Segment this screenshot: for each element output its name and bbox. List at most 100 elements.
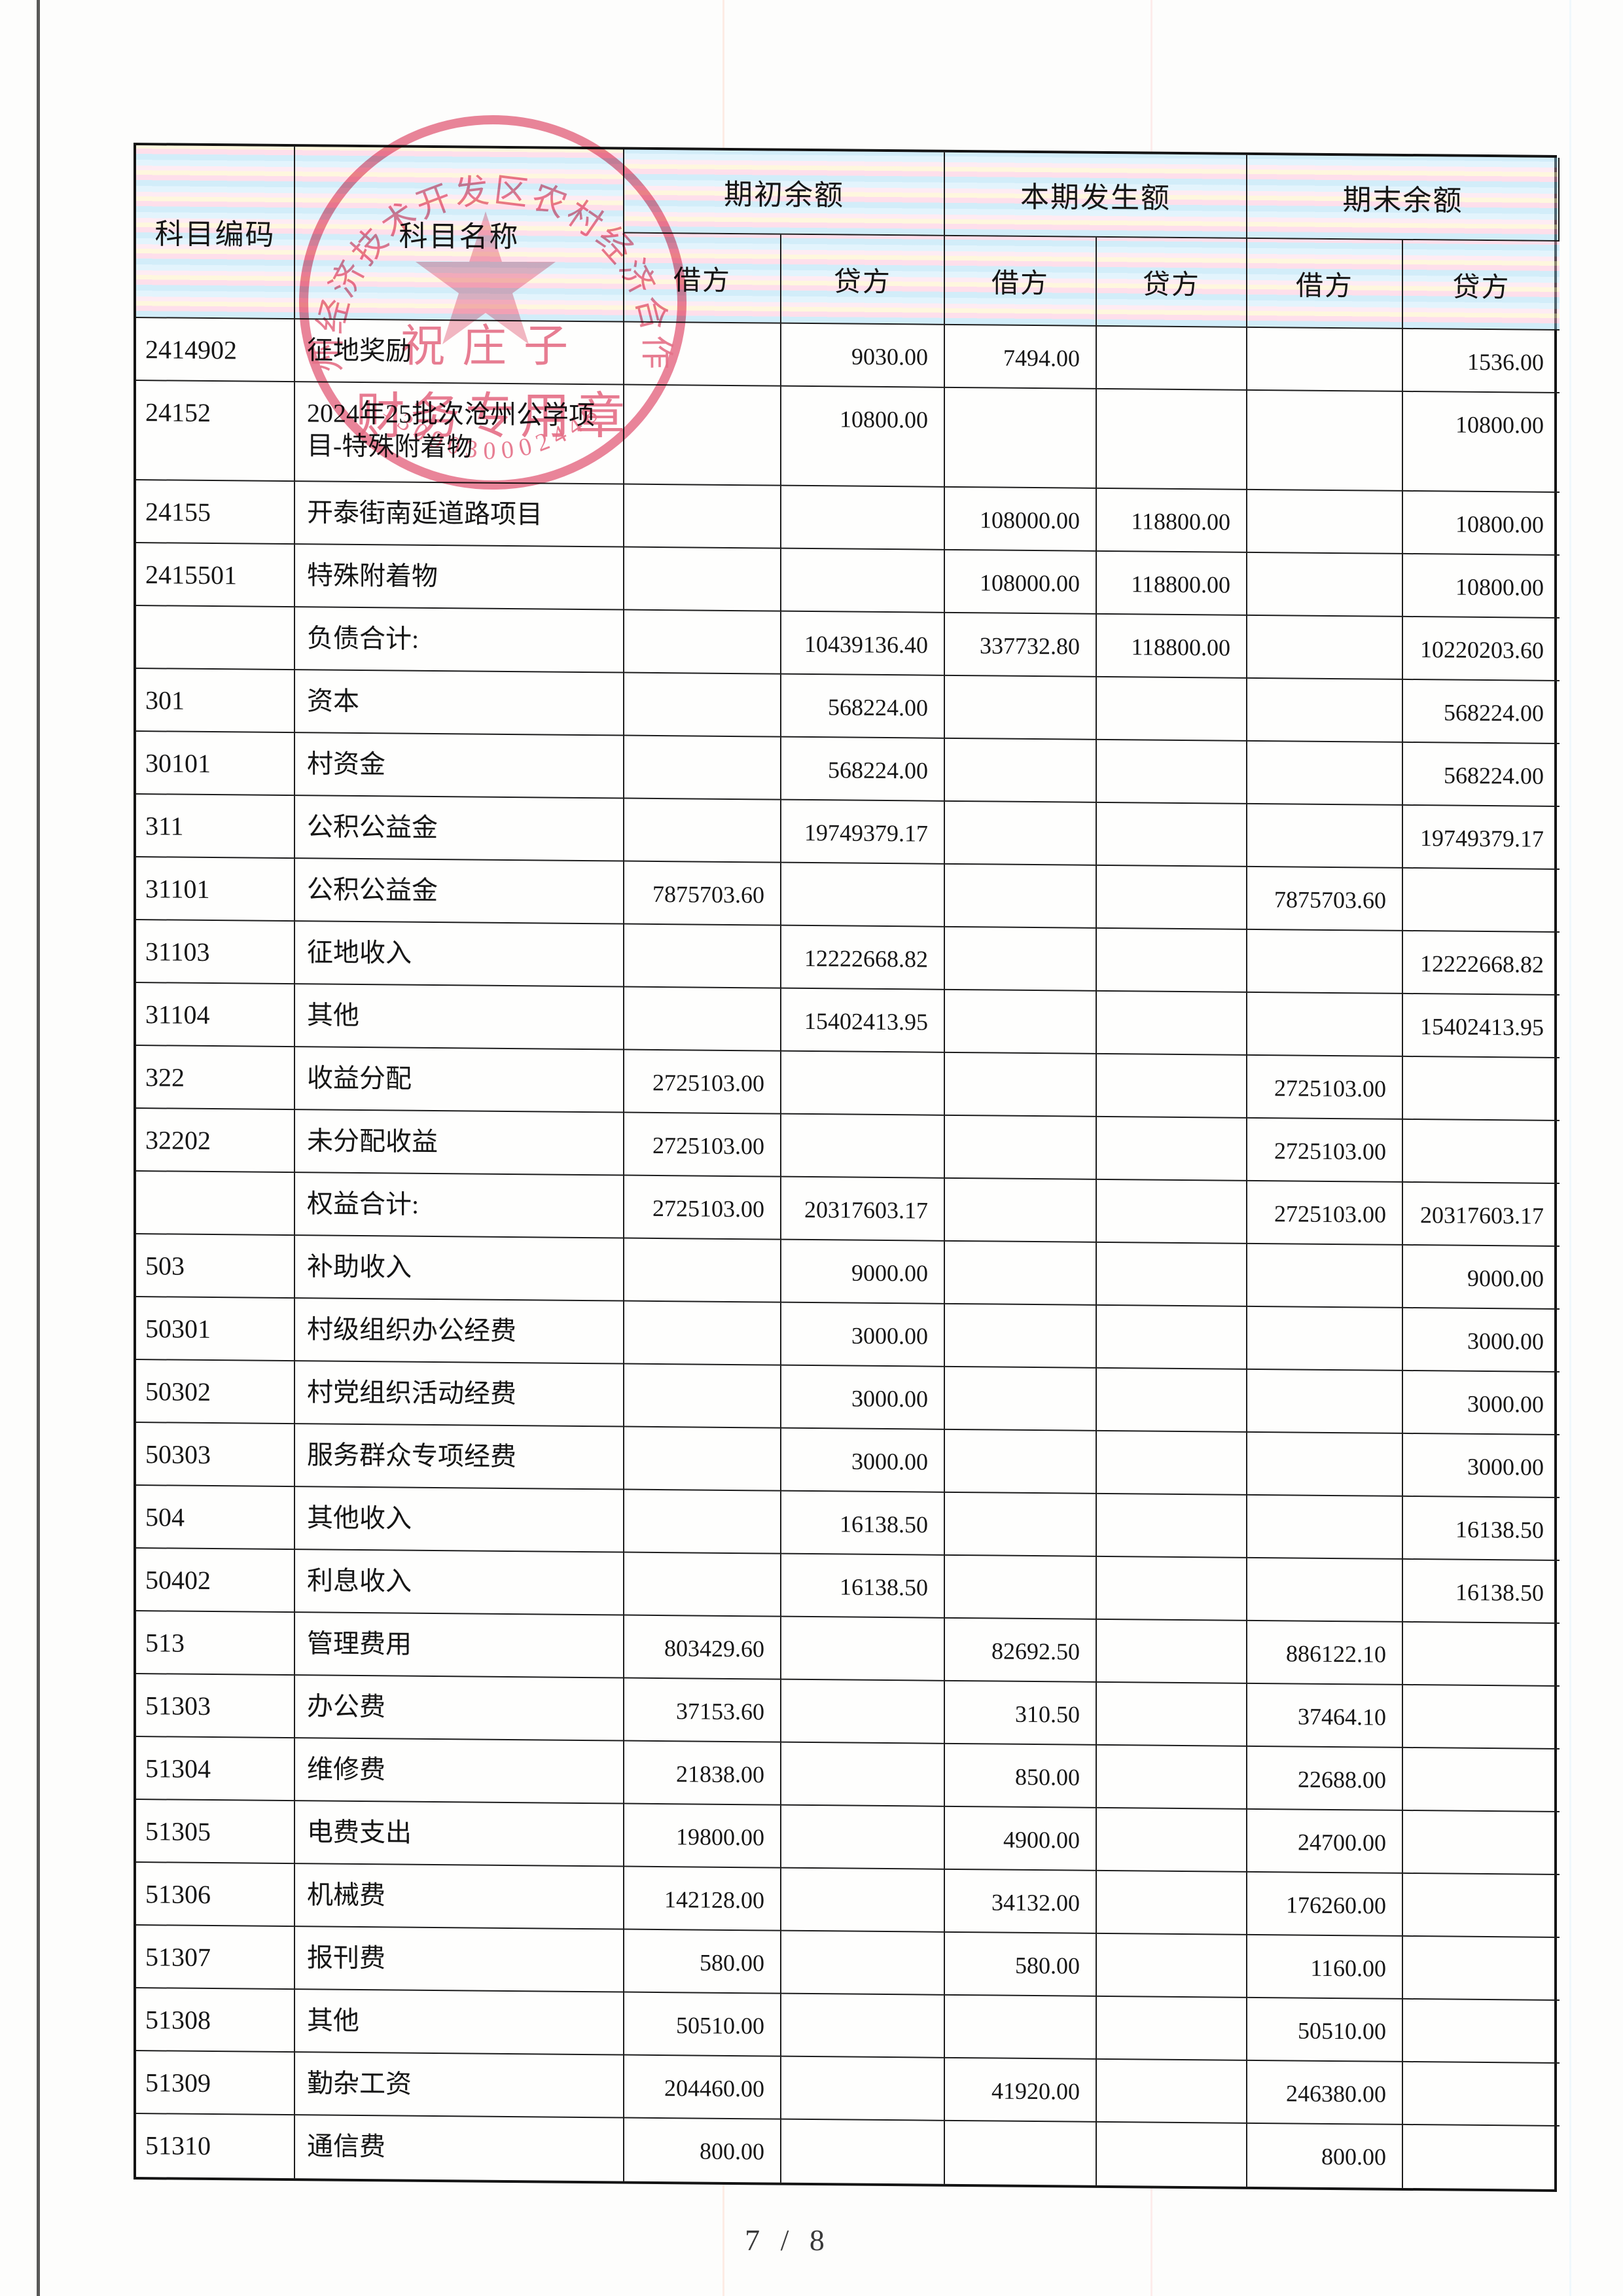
cell-ending-debit: 2725103.00 <box>1247 1055 1403 1120</box>
cell-current-credit <box>1097 389 1247 490</box>
cell-current-credit <box>1097 991 1247 1056</box>
cell-ending-credit: 10800.00 <box>1403 391 1560 493</box>
cell-current-credit <box>1097 326 1247 391</box>
cell-ending-debit: 50510.00 <box>1247 1998 1403 2062</box>
cell-ending-credit: 19749379.17 <box>1403 805 1560 870</box>
cell-account-name: 服务群众专项经费 <box>295 1424 624 1490</box>
cell-opening-debit: 204460.00 <box>624 2055 781 2120</box>
cell-opening-credit <box>781 1868 945 1933</box>
cell-ending-credit <box>1403 2062 1560 2127</box>
cell-opening-credit: 9000.00 <box>781 1240 945 1304</box>
cell-opening-credit: 10800.00 <box>781 386 945 488</box>
cell-ending-debit <box>1247 327 1403 392</box>
cell-current-debit: 7494.00 <box>945 325 1097 389</box>
cell-opening-debit: 19800.00 <box>624 1804 781 1869</box>
cell-opening-credit <box>781 1994 945 2058</box>
cell-current-credit <box>1097 1996 1247 2061</box>
cell-account-name: 其他 <box>295 1990 624 2056</box>
cell-opening-debit <box>624 610 781 675</box>
cell-opening-debit <box>624 1552 781 1617</box>
official-seal: 沧州经济技术开发区农村经济合作社 祝庄子 财务专用章 1309030002448 <box>293 111 687 490</box>
cell-ending-credit <box>1403 2125 1560 2189</box>
cell-ending-debit <box>1247 615 1403 680</box>
cell-opening-debit <box>624 673 781 738</box>
cell-current-credit <box>1097 2059 1247 2124</box>
cell-opening-debit: 50510.00 <box>624 1992 781 2057</box>
cell-current-debit <box>945 387 1097 489</box>
cell-account-name: 勤杂工资 <box>295 2053 624 2119</box>
cell-ending-debit <box>1247 929 1403 994</box>
seal-title: 财务专用章 <box>355 389 630 444</box>
cell-account-code: 51304 <box>136 1737 295 1802</box>
cell-current-credit <box>1097 2122 1247 2187</box>
cell-current-credit <box>1097 928 1247 993</box>
cell-account-name: 村资金 <box>295 733 624 799</box>
cell-current-debit <box>945 990 1097 1054</box>
cell-ending-credit: 568224.00 <box>1403 679 1560 745</box>
cell-ending-debit: 176260.00 <box>1247 1872 1403 1937</box>
cell-ending-debit <box>1247 992 1403 1057</box>
cell-current-debit <box>945 1304 1097 1369</box>
cell-account-name: 维修费 <box>295 1738 624 1804</box>
header-group-ending-balance: 期末余额 <box>1247 154 1560 242</box>
cell-opening-debit <box>624 1364 781 1429</box>
cell-ending-debit: 24700.00 <box>1247 1809 1403 1874</box>
cell-ending-debit: 886122.10 <box>1247 1621 1403 1685</box>
cell-account-name: 征地收入 <box>295 922 624 988</box>
cell-ending-credit <box>1403 1748 1560 1813</box>
cell-opening-credit <box>781 1051 945 1116</box>
cell-current-debit: 4900.00 <box>945 1806 1097 1871</box>
cell-opening-debit <box>624 1427 781 1492</box>
cell-current-debit <box>945 927 1097 992</box>
cell-ending-debit <box>1247 804 1403 869</box>
cell-current-credit <box>1097 1871 1247 1935</box>
cell-current-credit <box>1097 1745 1247 1810</box>
cell-opening-credit: 568224.00 <box>781 674 945 739</box>
seal-star-icon <box>416 211 556 344</box>
cell-opening-debit <box>624 736 781 800</box>
cell-account-code: 51305 <box>136 1800 295 1865</box>
page-number: 7 / 8 <box>745 2223 831 2257</box>
cell-current-credit <box>1097 1242 1247 1307</box>
cell-current-debit <box>945 1178 1097 1243</box>
cell-account-code: 51303 <box>136 1674 295 1739</box>
cell-current-credit: 118800.00 <box>1097 488 1247 553</box>
cell-account-code: 311 <box>136 795 295 859</box>
cell-current-credit <box>1097 1431 1247 1496</box>
subheader-current-debit: 借方 <box>945 236 1097 327</box>
cell-opening-credit <box>781 548 945 613</box>
cell-opening-debit: 21838.00 <box>624 1741 781 1806</box>
cell-opening-debit: 142128.00 <box>624 1867 781 1931</box>
cell-opening-debit: 2725103.00 <box>624 1175 781 1240</box>
cell-current-credit <box>1097 802 1247 867</box>
cell-ending-credit <box>1403 1936 1560 2001</box>
seal-village-name: 祝庄子 <box>401 321 585 371</box>
cell-ending-credit <box>1403 1622 1560 1687</box>
cell-opening-credit <box>781 1617 945 1681</box>
cell-current-debit <box>945 2121 1097 2185</box>
cell-account-name: 利息收入 <box>295 1550 624 1616</box>
cell-opening-debit <box>624 1301 781 1366</box>
cell-account-code: 322 <box>136 1046 295 1111</box>
cell-opening-credit <box>781 2056 945 2121</box>
cell-account-code: 513 <box>136 1611 295 1676</box>
cell-current-debit <box>945 1429 1097 1494</box>
cell-ending-credit: 12222668.82 <box>1403 931 1560 996</box>
cell-opening-debit: 803429.60 <box>624 1615 781 1680</box>
cell-ending-debit: 2725103.00 <box>1247 1181 1403 1246</box>
cell-current-debit <box>945 675 1097 740</box>
cell-opening-credit <box>781 486 945 550</box>
cell-ending-debit: 1160.00 <box>1247 1935 1403 2000</box>
cell-opening-credit: 16138.50 <box>781 1491 945 1556</box>
cell-account-name: 管理费用 <box>295 1613 624 1679</box>
cell-ending-debit: 800.00 <box>1247 2123 1403 2188</box>
cell-account-name: 权益合计: <box>295 1173 624 1239</box>
cell-account-code: 31104 <box>136 983 295 1048</box>
cell-current-credit <box>1097 1933 1247 1998</box>
cell-opening-debit: 37153.60 <box>624 1678 781 1743</box>
cell-current-credit <box>1097 677 1247 742</box>
cell-opening-credit <box>781 1114 945 1179</box>
header-group-current-period: 本期发生额 <box>945 152 1247 239</box>
cell-current-debit <box>945 1492 1097 1557</box>
cell-account-code: 31103 <box>136 920 295 985</box>
